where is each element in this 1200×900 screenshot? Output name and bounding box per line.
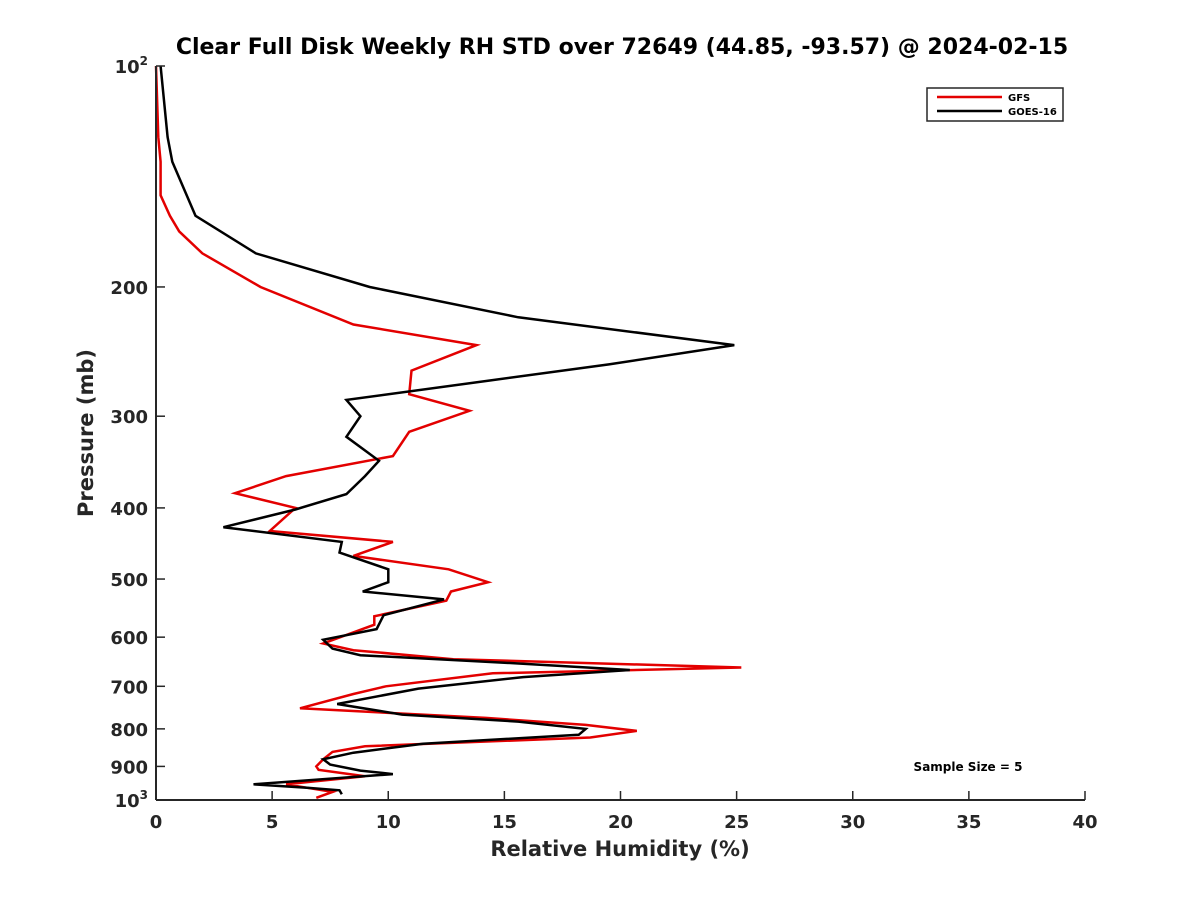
- series-line-goes-16: [159, 65, 735, 795]
- x-tick-label: 30: [840, 812, 865, 833]
- y-ticks: 102 200 300 400 500 600 700 800 900 103: [110, 54, 165, 812]
- x-tick-label: 20: [608, 812, 633, 833]
- x-tick-label: 40: [1072, 812, 1097, 833]
- x-ticks: 0 5 10 15 20 25 30 35 40: [150, 791, 1098, 833]
- legend-label-gfs: GFS: [1008, 93, 1030, 104]
- legend-label-goes-16: GOES-16: [1008, 107, 1057, 118]
- chart-title: Clear Full Disk Weekly RH STD over 72649…: [176, 35, 1068, 60]
- y-tick-label: 900: [110, 757, 148, 778]
- y-tick-label: 700: [110, 677, 148, 698]
- y-axis-label: Pressure (mb): [74, 349, 98, 517]
- legend-box: [926, 87, 1064, 122]
- legend: GFS GOES-16: [926, 87, 1064, 122]
- y-tick-label: 103: [115, 788, 148, 812]
- series-layer: [154, 65, 742, 799]
- x-tick-label: 25: [724, 812, 749, 833]
- y-tick-label: 102: [115, 54, 148, 78]
- x-tick-label: 0: [150, 812, 163, 833]
- x-tick-label: 15: [492, 812, 517, 833]
- y-tick-label: 600: [110, 628, 148, 649]
- x-tick-label: 5: [266, 812, 279, 833]
- series-line-gfs: [154, 65, 742, 799]
- x-tick-label: 10: [376, 812, 401, 833]
- y-tick-label: 400: [110, 499, 148, 520]
- y-tick-label: 200: [110, 278, 148, 299]
- y-tick-label: 800: [110, 720, 148, 741]
- x-axis-label: Relative Humidity (%): [490, 837, 749, 861]
- x-tick-label: 35: [956, 812, 981, 833]
- y-tick-label: 300: [110, 407, 148, 428]
- plot-area: 0 5 10 15 20 25 30 35 40 102 200 300 400 500 600 700 80…: [110, 54, 1097, 833]
- y-tick-label: 500: [110, 570, 148, 591]
- sample-size-annotation: Sample Size = 5: [914, 760, 1023, 774]
